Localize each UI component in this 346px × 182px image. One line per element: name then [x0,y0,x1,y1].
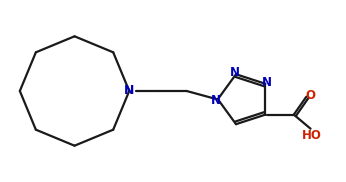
Text: N: N [262,76,272,89]
Text: O: O [305,89,315,102]
Text: N: N [230,66,240,79]
Text: N: N [124,84,135,98]
Text: HO: HO [302,129,321,142]
Text: N: N [211,94,221,107]
